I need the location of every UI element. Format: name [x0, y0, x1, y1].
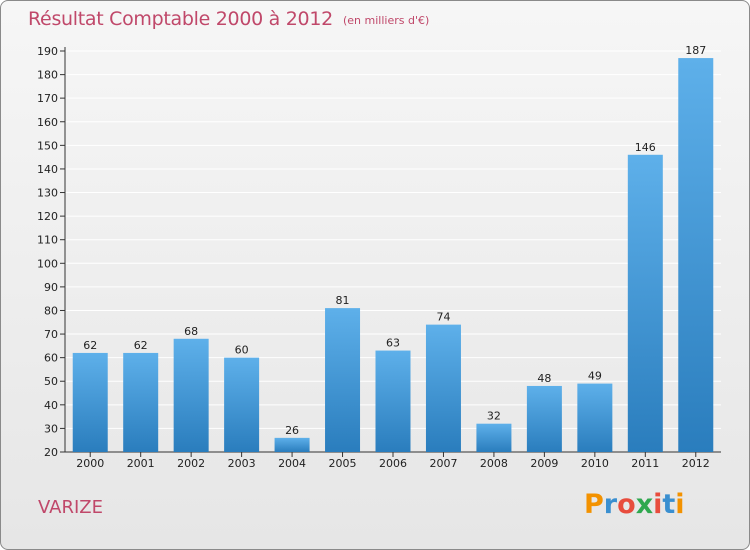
data-label: 62: [134, 339, 148, 352]
y-tick-label: 140: [37, 163, 58, 176]
logo-letter: r: [603, 489, 618, 520]
y-tick-label: 110: [37, 234, 58, 247]
bar: [476, 423, 512, 452]
x-tick-label: 2009: [530, 457, 558, 470]
bar: [627, 154, 663, 452]
logo-letter: o: [617, 489, 636, 520]
y-tick-label: 80: [44, 304, 58, 317]
logo-letter: t: [662, 489, 676, 520]
y-tick-label: 100: [37, 257, 58, 270]
y-tick-label: 130: [37, 187, 58, 200]
y-tick-label: 90: [44, 281, 58, 294]
y-tick-label: 120: [37, 210, 58, 223]
y-tick-label: 60: [44, 352, 58, 365]
bar: [375, 350, 411, 452]
bar: [224, 357, 260, 452]
commune-name: VARIZE: [38, 497, 103, 518]
data-label: 68: [184, 325, 198, 338]
data-label: 74: [436, 311, 450, 324]
y-tick-label: 40: [44, 399, 58, 412]
y-tick-label: 70: [44, 328, 58, 341]
x-tick-label: 2000: [76, 457, 104, 470]
chart-title: Résultat Comptable 2000 à 2012: [28, 8, 333, 30]
data-label: 63: [386, 337, 400, 350]
data-label: 62: [83, 339, 97, 352]
bar: [123, 352, 159, 452]
data-label: 81: [336, 294, 350, 307]
data-label: 60: [235, 344, 249, 357]
bar: [72, 352, 108, 452]
logo-letter: P: [584, 489, 604, 520]
labels: 62 2000 62 2001 68 2002 60 2003 26 2004 81 2005 63 20…: [76, 44, 710, 470]
x-tick-label: 2007: [429, 457, 457, 470]
x-tick-label: 2011: [631, 457, 659, 470]
y-tick-label: 20: [44, 446, 58, 459]
data-label: 48: [537, 372, 551, 385]
bar: [577, 383, 613, 452]
bar: [173, 338, 209, 452]
bar: [526, 385, 562, 452]
bar: [425, 324, 461, 452]
y-tick-label: 50: [44, 375, 58, 388]
x-tick-label: 2001: [127, 457, 155, 470]
bar: [678, 58, 714, 452]
bar: [325, 308, 361, 452]
y-tick-label: 30: [44, 422, 58, 435]
bars: [72, 58, 714, 452]
data-label: 146: [635, 141, 656, 154]
data-label: 187: [685, 44, 706, 57]
y-tick-label: 160: [37, 116, 58, 129]
logo-letter: i: [675, 489, 685, 520]
x-tick-label: 2003: [228, 457, 256, 470]
y-tick-label: 190: [37, 45, 58, 58]
x-tick-label: 2010: [581, 457, 609, 470]
y-tick-label: 170: [37, 92, 58, 105]
x-tick-label: 2012: [682, 457, 710, 470]
logo-letter: i: [653, 489, 663, 520]
chart-unit-note: (en milliers d'€): [343, 14, 430, 27]
data-label: 49: [588, 370, 602, 383]
y-tick-label: 180: [37, 69, 58, 82]
x-tick-label: 2008: [480, 457, 508, 470]
y-tick-label: 150: [37, 139, 58, 152]
logo-letter: x: [635, 489, 654, 520]
data-label: 32: [487, 410, 501, 423]
bar: [274, 437, 310, 452]
proxiti-logo[interactable]: Proxiti: [584, 489, 685, 520]
x-tick-label: 2005: [329, 457, 357, 470]
x-tick-label: 2004: [278, 457, 306, 470]
data-label: 26: [285, 424, 299, 437]
x-tick-label: 2006: [379, 457, 407, 470]
x-tick-label: 2002: [177, 457, 205, 470]
